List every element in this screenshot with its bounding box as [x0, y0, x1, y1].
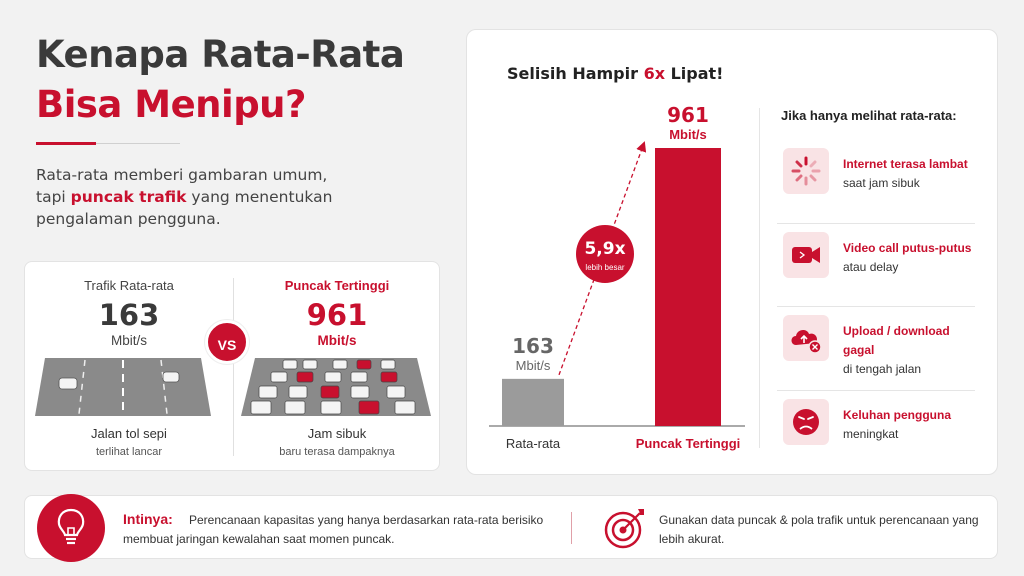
impact-desc: di tengah jalan	[843, 362, 922, 376]
intro-text: Rata-rata memberi gambaran umum, tapi pu…	[36, 164, 356, 230]
bar-average-value: 163	[512, 334, 554, 358]
average-subcaption: terlihat lancar	[95, 446, 163, 458]
video-camera-icon	[783, 231, 829, 278]
category-label-peak: Puncak Tertinggi	[636, 436, 741, 451]
comparison-card: Trafik Rata-rata 163 Mbit/s Jalan tol se…	[24, 261, 440, 471]
peak-subcaption: baru terasa dampaknya	[279, 446, 395, 458]
peak-unit: Mbit/s	[317, 333, 357, 348]
intro-highlight: puncak trafik	[70, 188, 187, 206]
bar-chart: 163 Mbit/s 961 Mbit/s Rata-rata Puncak T…	[489, 103, 745, 451]
comparison-peak: Puncak Tertinggi 961 Mbit/s	[233, 262, 441, 472]
title-underline	[36, 142, 96, 145]
impact-title: Keluhan pengguna	[843, 407, 951, 422]
intro-part2: yang menentukan pengalaman pengguna.	[36, 188, 333, 228]
impact-title: Video call putus-putus	[843, 240, 972, 255]
list-item: Keluhan pengguna meningkat	[777, 391, 975, 475]
empty-highway-illustration	[35, 358, 211, 416]
average-value: 163	[98, 298, 160, 332]
list-item: Internet terasa lambat saat jam sibuk	[777, 140, 975, 224]
intro-part1: Rata-rata memberi gambaran umum, tapi	[36, 166, 328, 206]
average-unit: Mbit/s	[110, 333, 147, 348]
chart-title-highlight: 6x	[643, 64, 666, 83]
comparison-average: Trafik Rata-rata 163 Mbit/s Jalan tol se…	[25, 262, 233, 472]
bar-peak-unit: Mbit/s	[669, 127, 707, 142]
title-underline-thin	[96, 143, 180, 144]
impact-title: Internet terasa lambat	[843, 157, 968, 171]
cloud-upload-error-icon	[783, 315, 829, 361]
average-caption: Jalan tol sepi	[91, 426, 167, 441]
chart-divider	[759, 108, 760, 448]
impact-title: Upload / download gagal	[843, 324, 950, 357]
chart-card: Selisih Hampir 6x Lipat! 163 Mbit/s 961 …	[466, 29, 998, 475]
comparison-divider	[233, 278, 234, 456]
impact-desc: meningkat	[843, 426, 899, 441]
target-icon	[604, 509, 644, 549]
chart-title-part1: Selisih Hampir	[507, 64, 644, 83]
key-takeaway-banner: Perencanaan kapasitas yang hanya berdasa…	[24, 494, 998, 562]
chart-title-part3: Lipat!	[665, 64, 724, 83]
page-title-line2: Bisa Menipu?	[36, 83, 306, 126]
ratio-value: 5,9x	[584, 239, 625, 259]
key-takeaway-text: Perencanaan kapasitas yang hanya berdasa…	[123, 513, 544, 546]
average-heading: Trafik Rata-rata	[84, 278, 174, 293]
bar-average	[502, 378, 564, 426]
angry-face-icon	[783, 398, 829, 445]
ratio-sublabel: lebih besar	[585, 263, 624, 272]
bar-peak-value: 961	[667, 103, 709, 127]
traffic-jam-illustration	[241, 358, 431, 416]
key-takeaway-label: Intinya:	[123, 511, 173, 527]
impact-desc: atau delay	[843, 259, 899, 274]
impact-list: Internet terasa lambat saat jam sibuk Vi…	[777, 140, 975, 474]
page-title: Kenapa Rata-Rata Bisa Menipu?	[36, 30, 405, 130]
ratio-badge	[576, 225, 634, 283]
lightbulb-icon	[37, 494, 105, 562]
chart-title: Selisih Hampir 6x Lipat!	[507, 64, 723, 83]
peak-caption: Jam sibuk	[307, 426, 367, 441]
list-item: Upload / download gagal di tengah jalan	[777, 307, 975, 391]
peak-heading: Puncak Tertinggi	[284, 278, 390, 293]
bar-average-unit: Mbit/s	[516, 358, 551, 373]
loading-spinner-icon	[783, 148, 829, 194]
vs-badge: VS	[205, 320, 249, 364]
impact-desc: saat jam sibuk	[843, 176, 920, 190]
banner-divider	[571, 512, 572, 544]
impact-heading: Jika hanya melihat rata-rata:	[781, 108, 957, 123]
bar-peak	[655, 148, 721, 426]
recommendation-text: Gunakan data puncak & pola trafik untuk …	[659, 513, 979, 546]
page-title-line1: Kenapa Rata-Rata	[36, 33, 405, 76]
category-label-average: Rata-rata	[506, 436, 561, 451]
list-item: Video call putus-putus atau delay	[777, 224, 975, 307]
peak-value: 961	[306, 298, 368, 332]
